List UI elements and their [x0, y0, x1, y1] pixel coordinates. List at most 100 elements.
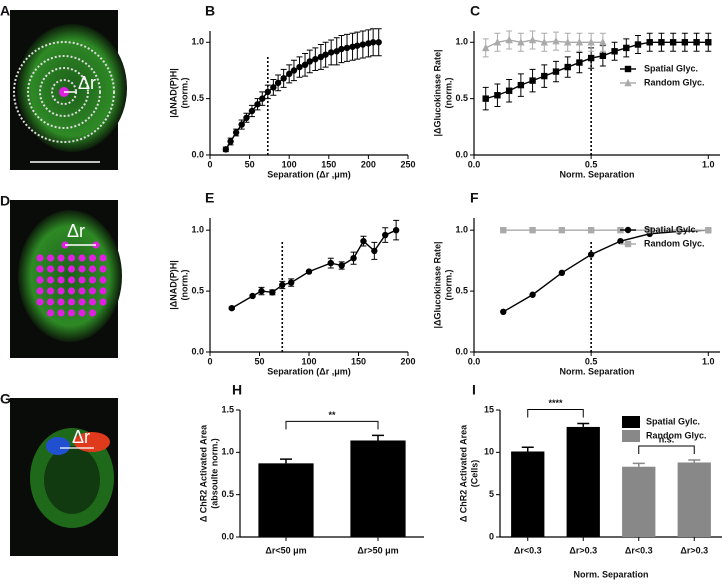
marker — [482, 43, 490, 52]
dot — [57, 287, 65, 295]
marker — [338, 262, 345, 269]
marker — [279, 281, 286, 289]
marker — [482, 95, 489, 102]
marker — [587, 38, 595, 46]
bar — [350, 440, 406, 537]
bar — [566, 426, 600, 537]
y-axis-label: |ΔNAD(P)H| — [168, 68, 178, 118]
panel-label: G — [0, 391, 11, 407]
marker — [599, 52, 607, 59]
panel-label: A — [0, 3, 10, 19]
marker — [529, 77, 536, 84]
y-tick-label: 0.0 — [221, 531, 234, 541]
marker — [322, 51, 329, 58]
dot — [36, 254, 44, 262]
x-axis-label: Norm. Separation — [559, 366, 634, 376]
panel-label: B — [205, 3, 215, 19]
dot — [36, 276, 44, 284]
marker — [258, 287, 265, 295]
y-tick-label: 0.0 — [455, 346, 468, 356]
dot — [36, 298, 44, 306]
x-tick-label: 0.0 — [468, 159, 481, 169]
dot — [99, 254, 107, 262]
x-axis-label: Separation (Δr ,μm) — [267, 366, 351, 376]
dot — [46, 298, 55, 306]
marker — [500, 308, 507, 315]
x-tick-label: 50 — [245, 159, 255, 169]
marker — [693, 39, 700, 46]
marker — [529, 226, 536, 234]
x-axis-label: Norm. Separation — [559, 169, 634, 179]
marker — [599, 38, 607, 46]
dot — [99, 276, 107, 284]
marker — [646, 39, 653, 46]
series-line — [225, 41, 379, 150]
marker — [269, 289, 276, 296]
dot — [46, 276, 55, 284]
y-tick-label: 0.0 — [191, 149, 204, 159]
marker — [274, 79, 282, 87]
marker — [587, 251, 595, 258]
image-g: Δr G — [0, 391, 118, 556]
marker — [333, 48, 340, 55]
marker — [681, 39, 689, 46]
error-bar — [577, 422, 590, 427]
marker — [505, 35, 513, 44]
x-tick-label: Δr>50 μm — [357, 545, 398, 555]
marker — [296, 63, 303, 71]
marker — [624, 78, 632, 87]
x-tick-label: 250 — [400, 159, 415, 169]
bar — [622, 466, 656, 537]
marker — [575, 38, 584, 46]
y-axis-label: Δ ChR2 Activated Area — [458, 424, 468, 522]
x-tick-label: 50 — [254, 356, 264, 366]
y-tick-label: 10 — [484, 447, 494, 457]
dot — [78, 265, 86, 273]
x-tick-label: Δr>0.3 — [569, 545, 597, 555]
image-annotation: Δr — [78, 73, 96, 93]
x-tick-label: 100 — [301, 356, 316, 366]
dot — [99, 298, 107, 306]
marker — [624, 65, 632, 73]
dot — [78, 276, 86, 284]
marker — [301, 61, 309, 69]
marker — [280, 75, 287, 82]
x-tick-label: Δr<50 μm — [265, 545, 306, 555]
legend-label: Spatial Gylc. — [644, 224, 698, 234]
dot — [99, 287, 107, 295]
marker — [249, 292, 256, 300]
marker — [382, 231, 389, 239]
marker — [617, 237, 624, 245]
error-bar — [632, 462, 645, 467]
x-tick-label: 0.5 — [585, 356, 598, 366]
marker — [360, 237, 367, 245]
y-axis-label: |ΔNAD(P)H| — [168, 260, 178, 310]
dot — [67, 287, 76, 295]
marker — [238, 121, 245, 128]
marker — [611, 48, 618, 55]
y-tick-label: 1.0 — [191, 37, 204, 47]
marker — [564, 63, 571, 71]
marker — [541, 72, 548, 80]
y-axis-label: |ΔGlucokinase Rate| — [432, 241, 442, 328]
image-d: Δr D — [0, 193, 122, 358]
dot — [67, 276, 76, 284]
marker — [222, 146, 230, 153]
marker — [576, 59, 583, 66]
marker — [494, 92, 501, 99]
dot — [57, 298, 65, 306]
marker — [306, 58, 313, 65]
panel-label: H — [232, 382, 242, 398]
legend-label: Random Glyc. — [646, 430, 707, 440]
marker — [529, 291, 536, 298]
error-bar — [280, 458, 292, 464]
x-tick-label: 0 — [207, 356, 212, 366]
marker — [392, 226, 400, 234]
x-tick-label: Δr>0.3 — [680, 545, 708, 555]
marker — [290, 67, 298, 74]
legend-label: Spatial Gylc. — [646, 416, 700, 426]
marker — [705, 39, 712, 46]
marker — [354, 42, 361, 49]
x-tick-label: 0 — [207, 159, 212, 169]
panel-label: F — [470, 190, 479, 206]
